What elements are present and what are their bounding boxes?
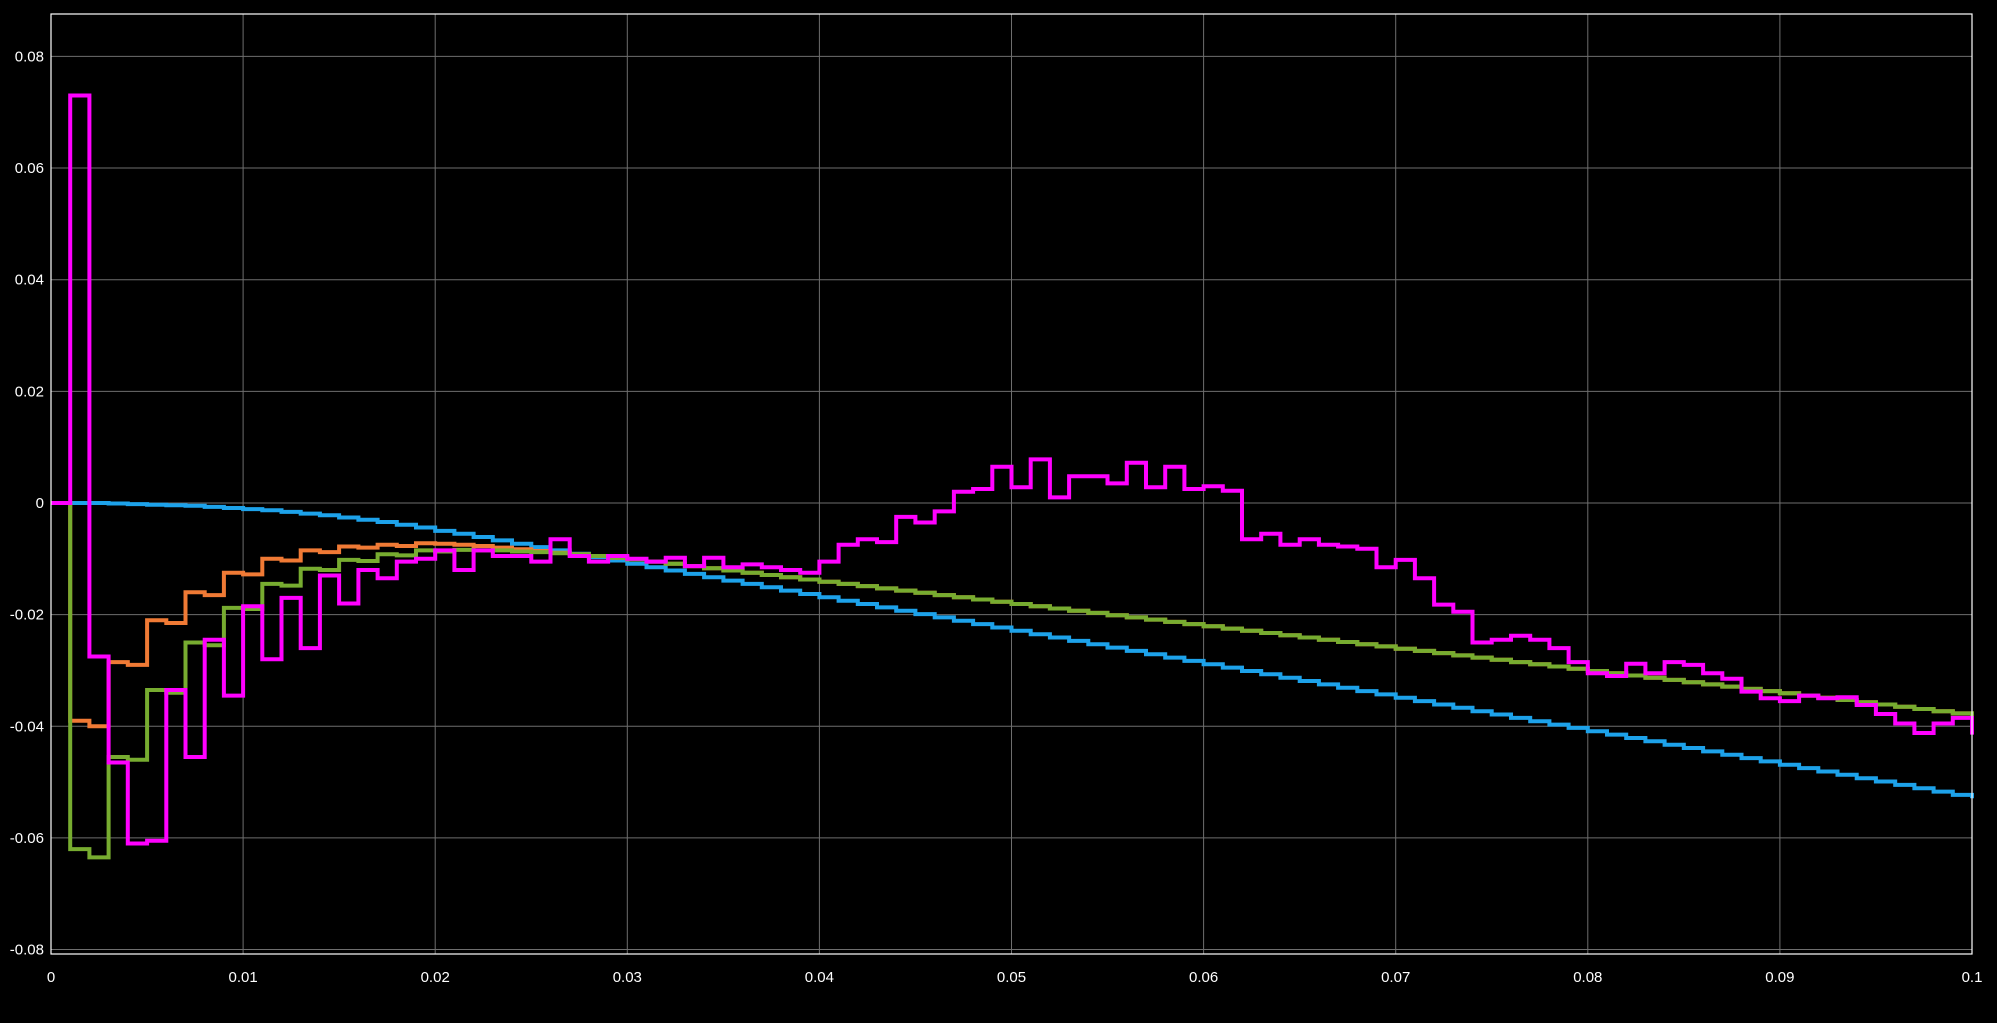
series-magenta-line xyxy=(51,93,1974,846)
y-tick-label: 0 xyxy=(36,495,44,512)
x-tick-label: 0 xyxy=(47,969,55,986)
y-tick-label: -0.08 xyxy=(10,942,44,959)
x-tick-label: 0.09 xyxy=(1765,969,1794,986)
x-tick-label: 0.06 xyxy=(1189,969,1218,986)
plot-series xyxy=(51,93,1974,860)
x-tick-label: 0.02 xyxy=(421,969,450,986)
y-tick-label: 0.02 xyxy=(15,383,44,400)
series-green-line xyxy=(51,501,1974,860)
x-tick-label: 0.05 xyxy=(997,969,1026,986)
y-tick-label: -0.06 xyxy=(10,830,44,847)
y-tick-label: -0.04 xyxy=(10,718,44,735)
series-blue-line xyxy=(51,501,1974,799)
y-tick-label: 0.06 xyxy=(15,160,44,177)
x-tick-label: 0.07 xyxy=(1381,969,1410,986)
y-tick-label: 0.04 xyxy=(15,272,44,289)
y-axis-tick-labels: -0.08 -0.06 -0.04 -0.02 0 0.02 0.04 0.06 0.08 xyxy=(10,48,44,958)
x-tick-label: 0.04 xyxy=(805,969,834,986)
x-axis-tick-labels: 0 0.01 0.02 0.03 0.04 0.05 0.06 0.07 0.08 0.09 0.1 xyxy=(47,969,1983,986)
axes-frame xyxy=(50,13,1973,955)
x-tick-label: 0.01 xyxy=(228,969,257,986)
x-tick-label: 0.08 xyxy=(1573,969,1602,986)
y-tick-label: -0.02 xyxy=(10,607,44,624)
y-tick-label: 0.08 xyxy=(15,48,44,65)
x-tick-label: 0.03 xyxy=(613,969,642,986)
x-tick-label: 0.1 xyxy=(1962,969,1983,986)
